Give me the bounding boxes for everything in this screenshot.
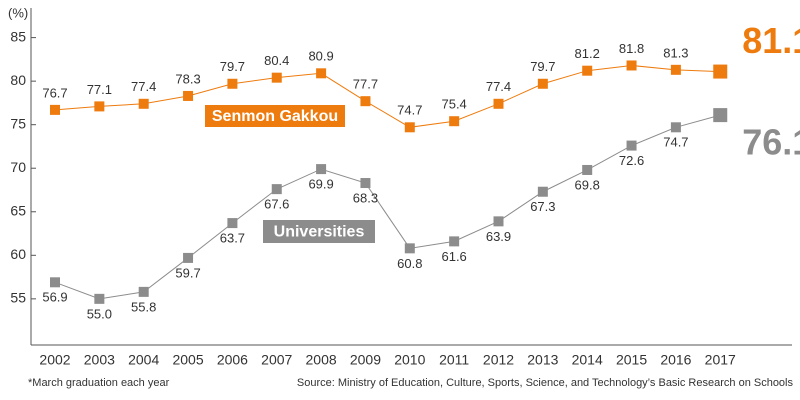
value-label: 69.8 — [575, 177, 600, 192]
value-label: 80.4 — [264, 53, 289, 68]
footnote: *March graduation each year — [28, 377, 170, 389]
marker — [537, 186, 548, 197]
value-label: 78.3 — [175, 71, 200, 86]
marker — [183, 252, 194, 263]
x-tick-label: 2002 — [39, 352, 70, 368]
value-label: 79.7 — [530, 59, 555, 74]
value-label: 63.9 — [486, 229, 511, 244]
x-tick-label: 2016 — [660, 352, 691, 368]
marker — [626, 140, 637, 151]
marker — [183, 90, 194, 101]
marker — [94, 293, 105, 304]
value-label: 77.4 — [131, 79, 156, 94]
legend-box — [205, 105, 345, 127]
value-label: 63.7 — [220, 231, 245, 246]
x-tick-label: 2003 — [84, 352, 115, 368]
series-line — [54, 114, 721, 300]
series-line — [54, 64, 721, 128]
value-label: 56.9 — [42, 290, 67, 305]
value-label: 69.9 — [308, 177, 333, 192]
value-label: 55.8 — [131, 299, 156, 314]
y-tick-label: 80 — [10, 72, 26, 88]
source: Source: Ministry of Education, Culture, … — [297, 377, 794, 389]
marker — [50, 104, 60, 115]
marker — [449, 236, 460, 247]
x-tick-label: 2015 — [616, 352, 647, 368]
y-axis-label: (%) — [8, 5, 28, 20]
marker — [582, 65, 593, 76]
marker — [670, 64, 681, 75]
y-tick-label: 55 — [10, 290, 26, 306]
value-label: 77.1 — [87, 82, 112, 97]
marker — [670, 122, 681, 133]
value-label: 74.7 — [663, 135, 688, 150]
x-tick-label: 2004 — [128, 352, 159, 368]
value-label: 55.0 — [87, 306, 112, 321]
x-tick-label: 2017 — [705, 352, 736, 368]
x-tick-label: 2011 — [439, 352, 469, 368]
marker — [626, 60, 637, 71]
y-tick-label: 75 — [10, 115, 26, 131]
marker — [493, 98, 504, 109]
value-label: 60.8 — [397, 256, 422, 271]
value-label: 81.3 — [663, 45, 688, 60]
value-label: 76.1 — [742, 122, 800, 163]
value-label: 74.7 — [397, 103, 422, 118]
x-tick-label: 2006 — [217, 352, 248, 368]
x-tick-label: 2007 — [261, 352, 292, 368]
value-label: 79.7 — [220, 59, 245, 74]
y-tick-label: 85 — [10, 28, 26, 44]
marker — [449, 116, 460, 127]
marker — [582, 164, 593, 175]
marker — [713, 108, 728, 123]
x-tick-label: 2014 — [572, 352, 603, 368]
marker — [493, 216, 504, 227]
value-label: 75.4 — [441, 97, 466, 112]
marker — [537, 78, 548, 89]
marker — [138, 98, 149, 109]
marker — [713, 64, 728, 79]
value-label: 81.1 — [742, 20, 800, 61]
value-label: 81.8 — [619, 41, 644, 56]
value-label: 77.7 — [353, 77, 378, 92]
marker — [227, 218, 238, 229]
marker — [404, 243, 415, 254]
marker — [360, 178, 371, 189]
legend-label: Universities — [274, 224, 365, 241]
marker — [94, 101, 105, 112]
legend-label: Senmon Gakkou — [212, 108, 338, 125]
x-tick-label: 2010 — [394, 352, 425, 368]
x-tick-label: 2009 — [350, 352, 381, 368]
value-label: 61.6 — [441, 249, 466, 264]
marker — [271, 184, 282, 195]
value-label: 80.9 — [308, 49, 333, 64]
marker — [227, 78, 238, 89]
marker — [316, 164, 327, 175]
marker — [50, 277, 60, 288]
y-tick-label: 70 — [10, 159, 26, 175]
value-label: 67.6 — [264, 197, 289, 212]
x-tick-label: 2013 — [527, 352, 558, 368]
value-label: 81.2 — [575, 46, 600, 61]
value-label: 76.7 — [42, 85, 67, 100]
value-label: 59.7 — [175, 265, 200, 280]
y-tick-label: 65 — [10, 202, 26, 218]
marker — [404, 122, 415, 133]
marker — [360, 96, 371, 107]
value-label: 67.3 — [530, 199, 555, 214]
marker — [138, 286, 149, 297]
value-label: 68.3 — [353, 190, 378, 205]
y-tick-label: 60 — [10, 246, 26, 262]
legend-box — [263, 220, 375, 243]
value-label: 77.4 — [486, 79, 511, 94]
marker — [316, 68, 327, 79]
x-tick-label: 2008 — [306, 352, 337, 368]
x-tick-label: 2005 — [172, 352, 203, 368]
x-tick-label: 2012 — [483, 352, 514, 368]
marker — [271, 72, 282, 83]
value-label: 72.6 — [619, 153, 644, 168]
